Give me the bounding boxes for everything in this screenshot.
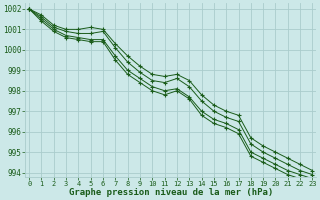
X-axis label: Graphe pression niveau de la mer (hPa): Graphe pression niveau de la mer (hPa) [69, 188, 273, 197]
